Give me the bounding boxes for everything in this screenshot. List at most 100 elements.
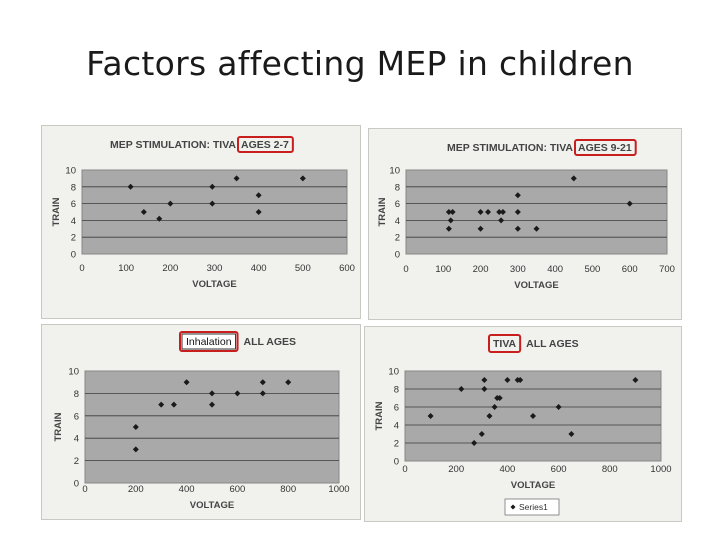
x-tick-label: 600	[551, 464, 567, 475]
y-tick-label: 0	[394, 457, 399, 468]
legend-box	[504, 498, 560, 516]
chart-header-text: ALL AGES	[244, 336, 297, 348]
y-tick-label: 2	[395, 233, 400, 244]
x-tick-label: 200	[128, 484, 144, 495]
y-tick-label: 6	[394, 403, 399, 414]
x-tick-label: 200	[473, 264, 489, 275]
data-point	[140, 209, 147, 215]
legend-label: Series1	[519, 502, 548, 512]
chart-header-highlight: AGES 9-21	[578, 142, 632, 154]
chart-header-highlight: Inhalation	[186, 336, 232, 348]
data-point	[449, 209, 456, 215]
highlight-box	[574, 139, 637, 156]
data-point	[486, 413, 493, 419]
data-point	[491, 404, 498, 410]
data-point	[156, 215, 163, 222]
x-tick-label: 600	[622, 264, 638, 275]
x-tick-label: 1000	[650, 464, 671, 475]
data-point	[504, 377, 511, 383]
chart-panel-tiva-ages-2-7: 0 2 4 6 8 10 0 100 200 300 400 500 600 VOLTAGE TRAIN ME…	[41, 125, 361, 319]
x-tick-label: 600	[339, 263, 355, 274]
legend-marker	[510, 504, 516, 510]
data-point	[170, 401, 177, 408]
data-point	[209, 183, 216, 190]
x-axis-label: VOLTAGE	[511, 480, 556, 491]
chart-svg: 0 2 4 6 8 10 0 200 400 600 800 1000 VOLTAGE TRAIN TIVA…	[374, 334, 672, 516]
y-tick-label: 6	[74, 411, 79, 422]
y-tick-label: 0	[74, 479, 79, 490]
data-point	[255, 192, 262, 199]
plot-area	[84, 370, 340, 484]
data-point	[209, 401, 215, 408]
x-tick-label: 500	[584, 264, 600, 275]
x-tick-label: 0	[402, 464, 407, 475]
chart-header-highlight: TIVA	[493, 338, 517, 350]
x-tick-label: 100	[118, 263, 134, 274]
data-point	[514, 209, 521, 215]
y-axis-label: TRAIN	[53, 412, 64, 441]
data-point	[299, 175, 306, 182]
highlight-frame	[179, 331, 239, 352]
data-point	[132, 446, 139, 453]
x-tick-label: 700	[659, 264, 675, 275]
y-axis-label: TRAIN	[377, 197, 388, 226]
data-point	[259, 379, 266, 386]
data-point	[530, 413, 536, 419]
data-point	[498, 217, 505, 224]
data-point	[233, 175, 240, 182]
y-axis-label: TRAIN	[51, 197, 62, 226]
data-point	[570, 175, 577, 182]
x-tick-label: 800	[602, 464, 618, 475]
x-tick-label: 400	[251, 263, 267, 274]
x-tick-label: 100	[435, 264, 451, 275]
data-point	[477, 225, 484, 232]
data-point	[478, 431, 485, 437]
x-tick-label: 800	[280, 484, 296, 495]
y-tick-label: 0	[71, 250, 76, 261]
x-tick-label: 0	[82, 484, 87, 495]
chart-panel-tiva-all-ages: 0 2 4 6 8 10 0 200 400 600 800 1000 VOLTAGE TRAIN TIVA…	[364, 326, 682, 522]
data-point	[458, 386, 465, 392]
data-point	[568, 431, 575, 437]
data-point	[132, 424, 139, 430]
y-tick-label: 8	[395, 182, 400, 193]
data-point	[517, 377, 524, 383]
data-point	[447, 217, 454, 224]
chart-svg: 0 2 4 6 8 10 0 200 400 600 800 1000 VOLTAGE TRAIN Inha…	[53, 331, 350, 511]
y-tick-label: 10	[65, 166, 76, 177]
data-point	[158, 401, 165, 408]
data-point	[445, 225, 452, 232]
data-point	[471, 440, 478, 446]
y-tick-label: 8	[71, 182, 76, 193]
y-tick-label: 4	[394, 421, 399, 432]
data-point	[209, 200, 216, 207]
y-tick-label: 6	[71, 199, 76, 210]
y-tick-label: 8	[74, 389, 79, 400]
data-point	[234, 390, 241, 397]
y-tick-label: 10	[68, 367, 79, 378]
x-tick-label: 300	[207, 263, 223, 274]
data-point	[514, 225, 521, 232]
y-tick-label: 6	[395, 199, 400, 210]
plot-area	[405, 169, 668, 255]
data-point	[481, 386, 488, 392]
y-tick-label: 4	[395, 216, 400, 227]
x-tick-label: 500	[295, 263, 311, 274]
chart-header-text: MEP STIMULATION: TIVA	[110, 139, 236, 151]
data-point	[555, 404, 562, 410]
x-tick-label: 400	[499, 464, 515, 475]
x-axis-label: VOLTAGE	[514, 280, 559, 291]
data-point	[259, 390, 266, 397]
highlight-box	[237, 136, 294, 153]
x-tick-label: 300	[510, 264, 526, 275]
x-tick-label: 600	[229, 484, 245, 495]
slide-title: Factors affecting MEP in children	[86, 44, 634, 83]
data-point	[427, 413, 434, 419]
data-point	[127, 183, 134, 190]
y-tick-label: 10	[389, 166, 400, 177]
y-tick-label: 4	[74, 434, 79, 445]
data-point	[533, 225, 540, 232]
x-tick-label: 400	[179, 484, 195, 495]
data-point	[632, 377, 639, 383]
